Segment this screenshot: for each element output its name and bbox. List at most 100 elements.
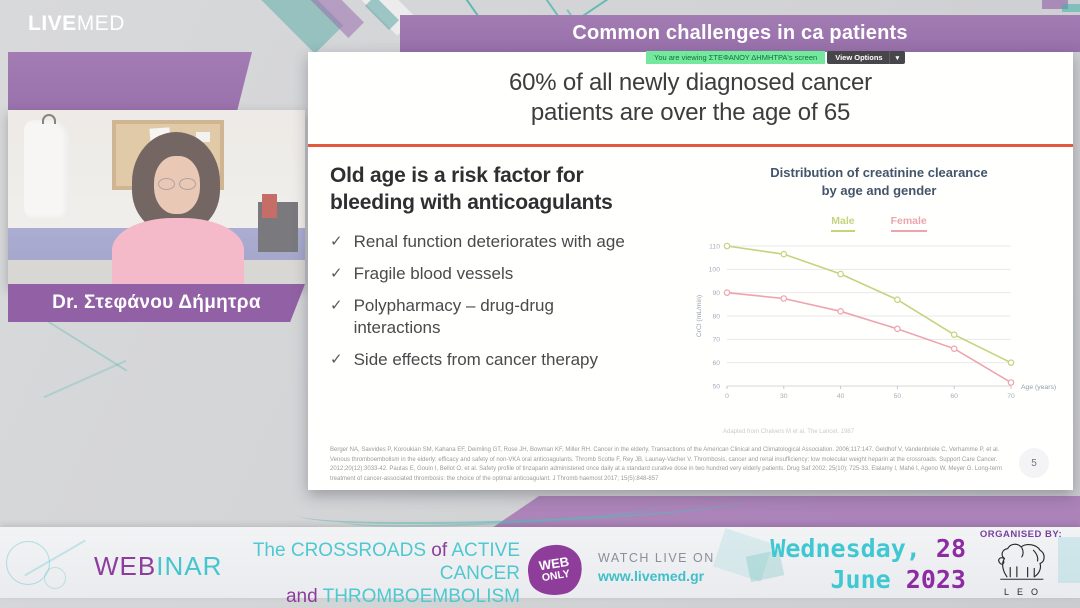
list-item: ✓ Side effects from cancer therapy [330, 349, 670, 371]
view-options-button[interactable]: View Options ▾ [827, 51, 906, 64]
list-item: ✓ Renal function deteriorates with age [330, 231, 670, 253]
video-red-item [262, 194, 277, 218]
viewing-status-text: You are viewing ΣΤΕΦΑΝΟΥ ΔΗΜΗΤΡΑ's scree… [646, 51, 826, 64]
svg-text:30: 30 [780, 393, 788, 400]
screen-share-banner: You are viewing ΣΤΕΦΑΝΟΥ ΔΗΜΗΤΡΑ's scree… [646, 51, 906, 64]
decor-purple-block [306, 0, 364, 38]
event-title-crossroads: CROSSROADS [290, 540, 426, 561]
svg-text:60: 60 [950, 393, 958, 400]
creatinine-chart: Distribution of creatinine clearance by … [693, 164, 1065, 435]
page-number: 5 [1031, 457, 1037, 469]
svg-text:90: 90 [712, 290, 720, 297]
svg-text:CrCl (mL/min): CrCl (mL/min) [696, 295, 703, 337]
watch-live-label: WATCH LIVE ON [598, 551, 715, 565]
check-icon: ✓ [330, 232, 343, 250]
date-month: June [830, 565, 891, 595]
list-item: ✓ Fragile blood vessels [330, 263, 670, 285]
event-title-and: and [285, 586, 318, 608]
video-labcoat [24, 120, 70, 218]
speaker-nameplate: Dr. Στεφάνου Δήμητρα [8, 284, 305, 322]
event-date-line1: Wednesday, 28 [756, 533, 966, 564]
organised-by-label: ORGANISED BY: [979, 529, 1063, 540]
svg-text:70: 70 [712, 337, 720, 344]
event-title-line2: and THROMBOEMBOLISM [170, 585, 520, 608]
slide-headline: 60% of all newly diagnosed cancer patien… [509, 69, 872, 126]
svg-text:50: 50 [894, 393, 902, 400]
decor-teal-block [365, 0, 399, 30]
decor-teal-circle [44, 567, 66, 589]
chevron-down-icon[interactable]: ▾ [888, 51, 906, 64]
svg-text:80: 80 [712, 313, 720, 320]
decor-teal-line [43, 359, 127, 399]
decor-purple-ribbon [492, 496, 1080, 528]
web-only-badge: WEB ONLY [524, 541, 586, 599]
leo-letters: LEO [1003, 587, 1046, 597]
event-date-line2: June 2023 [756, 564, 967, 595]
webinar-inar: INAR [156, 551, 223, 581]
date-day: 28 [935, 534, 966, 563]
chart-title-line2: by age and gender [821, 182, 937, 198]
webinar-wordmark: WEBINAR [94, 551, 222, 582]
page-number-badge: 5 [1019, 448, 1049, 478]
footer-banner: WEBINAR The CROSSROADS of ACTIVE CANCER … [0, 527, 1080, 607]
creatinine-chart-svg: 50 60 70 80 90 100 110 0 30 40 50 60 70 CrCl (mL/min)… [696, 242, 1056, 400]
chart-title-line1: Distribution of creatinine clearance [770, 165, 988, 180]
svg-text:100: 100 [709, 267, 721, 274]
svg-text:70: 70 [1007, 393, 1015, 400]
organiser-block: ORGANISED BY: LEO [974, 529, 1068, 597]
event-title-active-cancer: ACTIVE CANCER [439, 540, 520, 585]
presentation-slide: 60% of all newly diagnosed cancer patien… [308, 52, 1073, 490]
decor-corner-block [1042, 0, 1068, 9]
speaker-name: Dr. Στεφάνου Δήμητρα [52, 292, 261, 313]
bullet-text: Polypharmacy – drug-drug interactions [353, 295, 554, 337]
svg-text:50: 50 [712, 383, 720, 390]
chart-footnote: Adapted from Chalvers M et al. The Lance… [723, 429, 854, 436]
livemed-logo: LIVEMED [28, 12, 125, 36]
slide-title-bar: Common challenges in ca patients [400, 15, 1080, 52]
speaker-glasses [179, 178, 196, 190]
speaker-shirt [112, 218, 244, 286]
check-icon: ✓ [330, 350, 343, 368]
watch-live-block: WATCH LIVE ON www.livemed.gr [598, 551, 715, 584]
check-icon: ✓ [330, 296, 343, 314]
slide-references: Berger NA, Savvides P, Koroukian SM, Kah… [330, 447, 1003, 482]
svg-text:110: 110 [709, 243, 720, 250]
leo-lion-icon [998, 543, 1045, 580]
legend-female: Female [890, 215, 927, 233]
speaker-glasses [158, 178, 175, 190]
webcam-video [8, 110, 305, 286]
decor-teal-line [24, 539, 86, 577]
bullet-text: Renal function deteriorates with age [353, 231, 625, 251]
decor-teal-block [247, 0, 344, 54]
video-hanger [42, 114, 56, 124]
bullet-text: Side effects from cancer therapy [353, 349, 598, 369]
decor-corner-block [1062, 4, 1080, 12]
livemed-logo-med: MED [76, 12, 125, 35]
event-title-thromboembolism: THROMBOEMBOLISM [322, 586, 520, 608]
date-year: 2023 [905, 565, 966, 595]
slide-subtitle: Old age is a risk factor for bleeding wi… [330, 164, 613, 215]
svg-text:40: 40 [837, 393, 845, 400]
bullet-text: Fragile blood vessels [353, 263, 514, 283]
bullet-list: ✓ Renal function deteriorates with age ✓ F… [330, 231, 670, 371]
legend-male: Male [831, 215, 855, 233]
slide-title: Common challenges in ca patients [572, 22, 908, 44]
event-date: Wednesday, 28 June 2023 [756, 533, 966, 596]
svg-text:60: 60 [712, 360, 720, 367]
event-title-the: The [252, 540, 286, 561]
view-options-label: View Options [835, 53, 883, 62]
video-overlay [8, 110, 305, 286]
date-weekday: Wednesday, [770, 534, 921, 563]
chart-legend: Male Female [693, 215, 1065, 233]
slide-left-column: Old age is a risk factor for bleeding wi… [330, 162, 670, 381]
svg-text:0: 0 [725, 393, 729, 400]
list-item: ✓ Polypharmacy – drug-drug interactions [330, 295, 670, 339]
orange-divider [308, 144, 1073, 147]
decor-teal-circle [6, 541, 50, 585]
webinar-web: WEB [94, 551, 157, 581]
webcam-header-band [8, 52, 252, 110]
check-icon: ✓ [330, 264, 343, 282]
chart-title: Distribution of creatinine clearance by … [693, 164, 1065, 199]
decor-teal-curve [297, 484, 749, 530]
